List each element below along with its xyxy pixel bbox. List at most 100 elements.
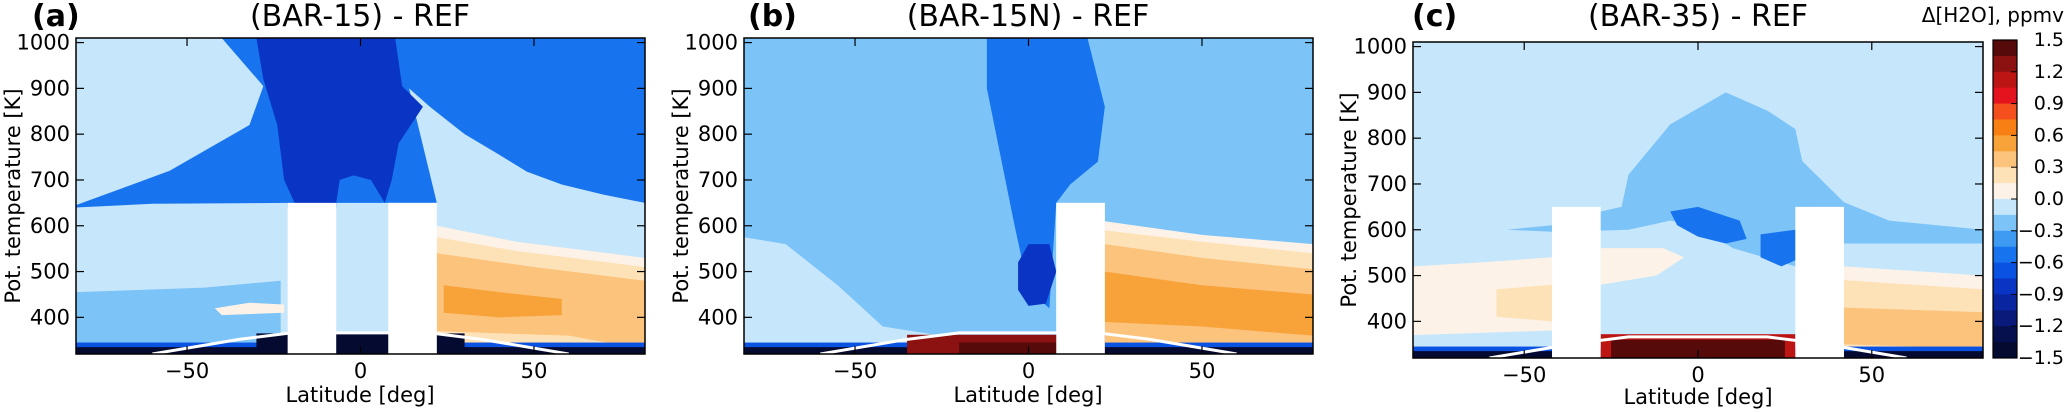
- colorbar-band: [1993, 230, 2017, 248]
- colorbar-band: [1993, 87, 2017, 105]
- contour-negative: [1760, 229, 1803, 267]
- field: [744, 38, 1313, 354]
- colorbar-tick-label: −0.3: [2018, 220, 2064, 242]
- colorbar-tick-label: −1.2: [2018, 315, 2064, 337]
- contour-positive: [443, 285, 562, 318]
- contour-negative: [1670, 206, 1747, 244]
- panel-letter: (a): [32, 0, 80, 34]
- colorbar-tick-label: 0.0: [2034, 188, 2064, 210]
- contour-positive: [1600, 248, 1685, 285]
- plot-area: −50 0 50 400 500 600 700 800 900 1000: [17, 31, 646, 383]
- colorbar: Δ[H2O], ppmv 1.5 1.2 0.9 0.6 0.3 0.0 −0.3 −0.6 −…: [1922, 3, 2064, 369]
- x-tick-label: 0: [1022, 359, 1035, 383]
- y-tick-label: 800: [1367, 126, 1407, 150]
- colorbar-band: [1993, 199, 2017, 216]
- y-tick-label: 500: [30, 260, 70, 284]
- masked-region: [1795, 206, 1844, 358]
- y-tick-label: 400: [1367, 309, 1407, 333]
- y-tick-label: 500: [1367, 264, 1407, 288]
- y-tick-label: 1000: [17, 31, 70, 55]
- x-tick-label: 0: [1691, 363, 1704, 387]
- colorbar-tick-label: 1.2: [2034, 61, 2064, 83]
- colorbar-tick-label: −0.9: [2018, 283, 2064, 305]
- colorbar-band: [1993, 294, 2017, 311]
- masked-region: [1056, 202, 1105, 354]
- contour-positive: [214, 302, 285, 316]
- field: [76, 38, 645, 354]
- y-axis-label: Pot. temperature [K]: [1337, 92, 1361, 307]
- y-tick-label: 600: [30, 214, 70, 238]
- contour-negative: [986, 38, 1105, 309]
- panel-letter: (c): [1412, 0, 1457, 34]
- masked-region: [388, 202, 437, 354]
- contour-negative: [76, 280, 281, 354]
- colorbar-tick-label: −1.5: [2018, 347, 2064, 369]
- colorbar-band: [1993, 119, 2017, 136]
- y-tick-label: 900: [1367, 80, 1407, 104]
- colorbar-tick-label: 0.3: [2034, 156, 2064, 178]
- masked-region: [1552, 206, 1601, 358]
- colorbar-ticks: 1.5 1.2 0.9 0.6 0.3 0.0 −0.3 −0.6 −0.9 −1.2 −1.5: [2011, 29, 2064, 369]
- x-axis-label: Latitude [deg]: [953, 383, 1102, 407]
- x-tick-label: 50: [521, 359, 548, 383]
- y-tick-label: 700: [1367, 172, 1407, 196]
- panel-c: (c) (BAR-35) - REF −50 0 50 400 500 600 700 800…: [1337, 0, 1984, 409]
- colorbar-band: [1993, 262, 2017, 279]
- colorbar-band: [1993, 326, 2017, 343]
- y-tick-label: 600: [698, 214, 738, 238]
- x-tick-label: −50: [833, 359, 877, 383]
- x-tick-label: 50: [1189, 359, 1216, 383]
- colorbar-band: [1993, 342, 2017, 359]
- colorbar-title: Δ[H2O], ppmv: [1922, 3, 2064, 27]
- colorbar-band: [1993, 71, 2017, 89]
- colorbar-band: [1993, 214, 2017, 232]
- y-tick-label: 1000: [1354, 35, 1407, 59]
- x-tick-label: 0: [354, 359, 367, 383]
- contour-negative: [1506, 92, 1983, 267]
- colorbar-band: [1993, 135, 2017, 152]
- contour-negative: [256, 38, 423, 203]
- x-axis-label: Latitude [deg]: [285, 383, 434, 407]
- y-tick-label: 600: [1367, 218, 1407, 242]
- colorbar-band: [1993, 55, 2017, 73]
- colorbar-band: [1993, 40, 2017, 57]
- colorbar-tick-label: 0.9: [2034, 93, 2064, 115]
- colorbar-band: [1993, 246, 2017, 264]
- plot-area: −50 0 50 400 500 600 700 800 900 1000: [685, 31, 1314, 383]
- y-tick-label: 900: [698, 76, 738, 100]
- y-tick-label: 1000: [685, 31, 738, 55]
- x-tick-label: −50: [165, 359, 209, 383]
- colorbar-band: [1993, 103, 2017, 120]
- y-axis-label: Pot. temperature [K]: [669, 88, 693, 303]
- panel-a: (a) (BAR-15) - REF −50 0 50 400 500 600 700 800…: [1, 0, 646, 407]
- colorbar-band: [1993, 167, 2017, 184]
- tropopause-line: [820, 331, 1237, 354]
- surface-darkred-band: [1611, 339, 1785, 358]
- colorbar-band: [1993, 151, 2017, 168]
- contour-negative: [1018, 244, 1057, 306]
- y-tick-label: 400: [30, 305, 70, 329]
- colorbar-band: [1993, 278, 2017, 295]
- panel-title: (BAR-35) - REF: [1588, 0, 1808, 34]
- masked-region: [287, 202, 337, 354]
- panel-title: (BAR-15) - REF: [250, 0, 470, 34]
- colorbar-tick-label: 0.6: [2034, 124, 2064, 146]
- plot-area: −50 0 50 400 500 600 700 800 900 1000: [1354, 35, 1984, 387]
- panel-b: (b) (BAR-15N) - REF −50 0 50 400 500 600 700 80…: [669, 0, 1314, 407]
- y-tick-label: 800: [698, 122, 738, 146]
- colorbar-bands: [1992, 39, 2018, 359]
- y-tick-label: 700: [30, 168, 70, 192]
- colorbar-tick-label: −0.6: [2018, 252, 2064, 274]
- x-tick-label: 50: [1858, 363, 1885, 387]
- panel-letter: (b): [748, 0, 797, 34]
- y-tick-label: 400: [698, 305, 738, 329]
- y-tick-label: 700: [698, 168, 738, 192]
- colorbar-tick-label: 1.5: [2034, 29, 2064, 51]
- tropopause-line: [152, 331, 569, 354]
- field: [1413, 42, 1983, 358]
- y-tick-label: 900: [30, 76, 70, 100]
- colorbar-band: [1993, 310, 2017, 327]
- y-tick-label: 500: [698, 260, 738, 284]
- y-axis-label: Pot. temperature [K]: [1, 88, 25, 303]
